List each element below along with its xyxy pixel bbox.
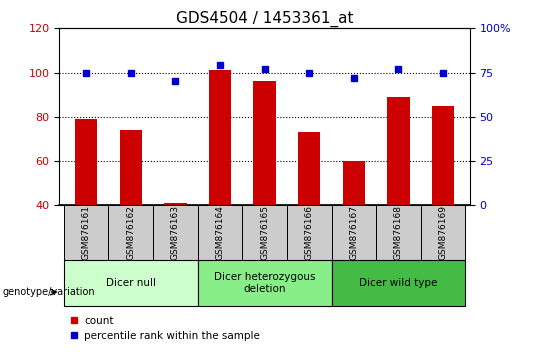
Bar xyxy=(287,205,332,260)
Bar xyxy=(332,205,376,260)
Bar xyxy=(120,130,142,205)
Bar xyxy=(75,119,97,205)
Bar xyxy=(64,260,198,306)
Bar xyxy=(109,205,153,260)
Text: GSM876169: GSM876169 xyxy=(438,205,448,260)
Bar xyxy=(432,106,454,205)
Bar xyxy=(387,97,409,205)
Text: GSM876166: GSM876166 xyxy=(305,205,314,260)
Text: GSM876162: GSM876162 xyxy=(126,205,136,260)
Bar xyxy=(164,203,186,205)
Text: GSM876165: GSM876165 xyxy=(260,205,269,260)
Bar xyxy=(376,205,421,260)
Bar xyxy=(298,132,320,205)
Text: genotype/variation: genotype/variation xyxy=(3,287,96,297)
Bar xyxy=(64,205,109,260)
Bar xyxy=(153,205,198,260)
Text: Dicer null: Dicer null xyxy=(106,278,156,288)
Bar xyxy=(198,205,242,260)
Text: GSM876164: GSM876164 xyxy=(215,205,225,260)
Bar xyxy=(209,70,231,205)
Bar xyxy=(343,161,365,205)
Text: Dicer wild type: Dicer wild type xyxy=(359,278,437,288)
Text: GSM876167: GSM876167 xyxy=(349,205,359,260)
Text: GSM876168: GSM876168 xyxy=(394,205,403,260)
Bar xyxy=(421,205,465,260)
Bar xyxy=(332,260,465,306)
Text: GSM876163: GSM876163 xyxy=(171,205,180,260)
Text: GSM876161: GSM876161 xyxy=(82,205,91,260)
Legend: count, percentile rank within the sample: count, percentile rank within the sample xyxy=(65,311,265,345)
Bar xyxy=(242,205,287,260)
Bar xyxy=(198,260,332,306)
Title: GDS4504 / 1453361_at: GDS4504 / 1453361_at xyxy=(176,11,353,27)
Bar xyxy=(253,81,276,205)
Text: Dicer heterozygous
deletion: Dicer heterozygous deletion xyxy=(214,272,315,294)
